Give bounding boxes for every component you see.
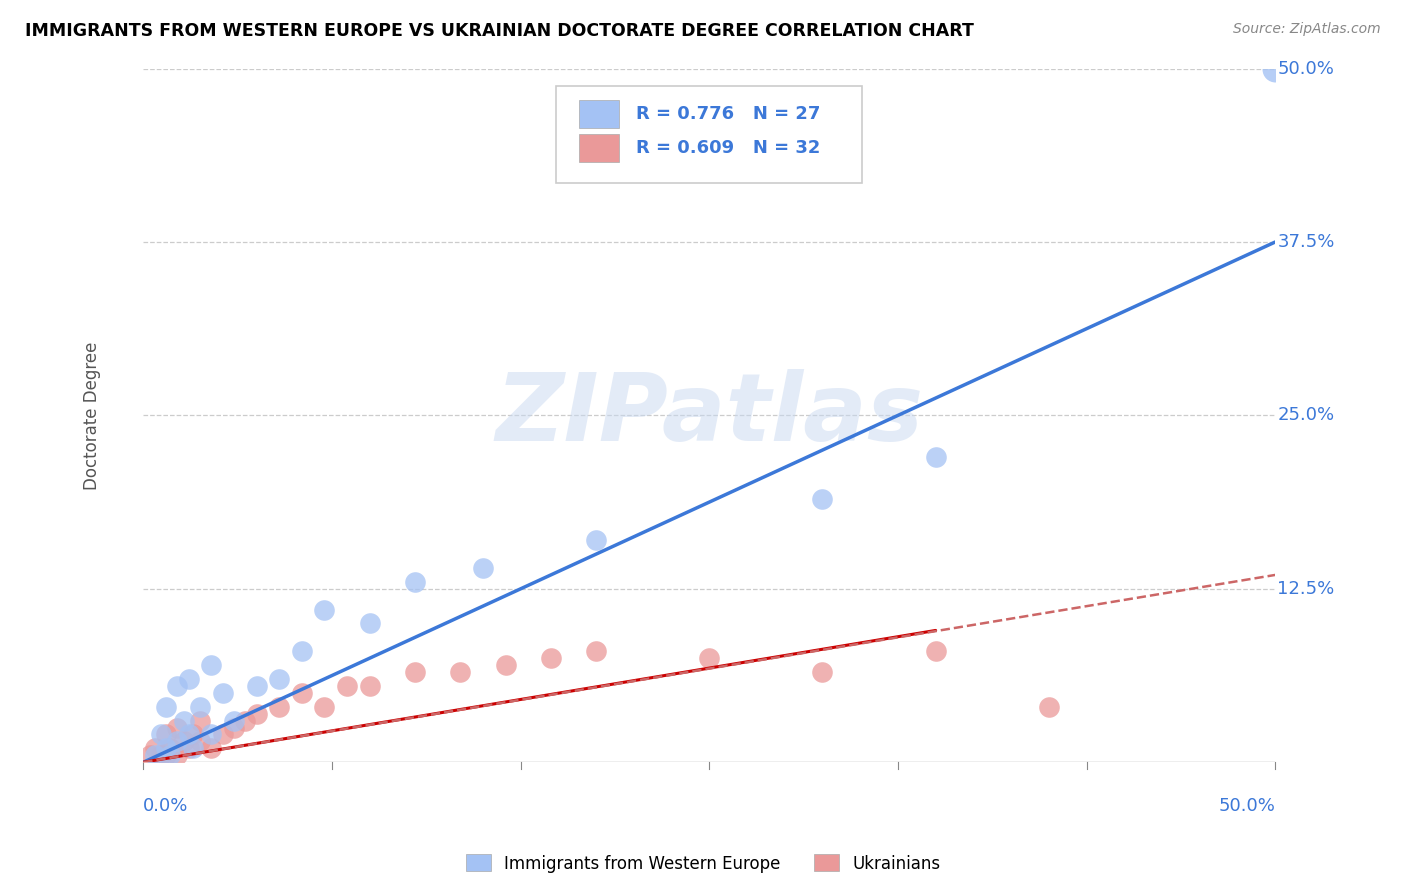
Point bbox=[173, 714, 195, 728]
Point bbox=[200, 741, 222, 756]
Text: 25.0%: 25.0% bbox=[1278, 407, 1334, 425]
Point bbox=[155, 748, 177, 763]
Point bbox=[166, 734, 188, 748]
Text: R = 0.609   N = 32: R = 0.609 N = 32 bbox=[636, 139, 820, 157]
Point bbox=[540, 651, 562, 665]
Point bbox=[924, 450, 946, 464]
Point bbox=[188, 734, 211, 748]
Text: 50.0%: 50.0% bbox=[1278, 60, 1334, 78]
Point bbox=[269, 672, 291, 686]
Point bbox=[166, 721, 188, 735]
Point bbox=[314, 602, 336, 616]
Point bbox=[336, 679, 359, 693]
Point bbox=[924, 644, 946, 658]
Point bbox=[188, 714, 211, 728]
Point bbox=[314, 699, 336, 714]
Point bbox=[150, 748, 173, 763]
Point bbox=[471, 561, 494, 575]
Point bbox=[222, 714, 245, 728]
Point bbox=[359, 679, 381, 693]
Point bbox=[269, 699, 291, 714]
Point bbox=[159, 748, 181, 763]
Text: 12.5%: 12.5% bbox=[1278, 580, 1334, 598]
Point bbox=[449, 665, 471, 679]
Point bbox=[404, 665, 426, 679]
Point bbox=[200, 658, 222, 673]
Point bbox=[155, 741, 177, 756]
Point bbox=[143, 741, 166, 756]
Point bbox=[177, 741, 200, 756]
Point bbox=[404, 574, 426, 589]
Text: IMMIGRANTS FROM WESTERN EUROPE VS UKRAINIAN DOCTORATE DEGREE CORRELATION CHART: IMMIGRANTS FROM WESTERN EUROPE VS UKRAIN… bbox=[25, 22, 974, 40]
FancyBboxPatch shape bbox=[579, 100, 619, 128]
Point bbox=[177, 727, 200, 741]
Point bbox=[166, 748, 188, 763]
Legend: Immigrants from Western Europe, Ukrainians: Immigrants from Western Europe, Ukrainia… bbox=[460, 847, 946, 880]
Point bbox=[811, 665, 834, 679]
FancyBboxPatch shape bbox=[579, 135, 619, 162]
Point bbox=[181, 727, 204, 741]
Point bbox=[200, 727, 222, 741]
Point bbox=[233, 714, 256, 728]
Point bbox=[155, 699, 177, 714]
Point bbox=[211, 686, 233, 700]
Point bbox=[139, 748, 162, 763]
Text: Source: ZipAtlas.com: Source: ZipAtlas.com bbox=[1233, 22, 1381, 37]
Point bbox=[150, 727, 173, 741]
Point bbox=[585, 533, 607, 548]
Point bbox=[159, 741, 181, 756]
Point bbox=[359, 616, 381, 631]
Point bbox=[245, 679, 267, 693]
Text: 37.5%: 37.5% bbox=[1278, 233, 1334, 251]
Text: ZIPatlas: ZIPatlas bbox=[495, 369, 924, 461]
Text: R = 0.776   N = 27: R = 0.776 N = 27 bbox=[636, 104, 820, 123]
Point bbox=[173, 734, 195, 748]
Point bbox=[291, 644, 314, 658]
Point bbox=[1264, 62, 1286, 76]
Point bbox=[291, 686, 314, 700]
Point bbox=[177, 672, 200, 686]
Point bbox=[495, 658, 517, 673]
Point bbox=[697, 651, 720, 665]
Point bbox=[585, 644, 607, 658]
Point bbox=[188, 699, 211, 714]
Point bbox=[155, 727, 177, 741]
Point bbox=[245, 706, 267, 721]
Point bbox=[1038, 699, 1060, 714]
Point bbox=[222, 721, 245, 735]
Text: Doctorate Degree: Doctorate Degree bbox=[83, 342, 101, 490]
Point bbox=[143, 748, 166, 763]
Point bbox=[181, 741, 204, 756]
Point bbox=[811, 491, 834, 506]
Text: 0.0%: 0.0% bbox=[143, 797, 188, 815]
Text: 50.0%: 50.0% bbox=[1219, 797, 1275, 815]
Point bbox=[211, 727, 233, 741]
Point bbox=[166, 679, 188, 693]
FancyBboxPatch shape bbox=[557, 86, 862, 183]
